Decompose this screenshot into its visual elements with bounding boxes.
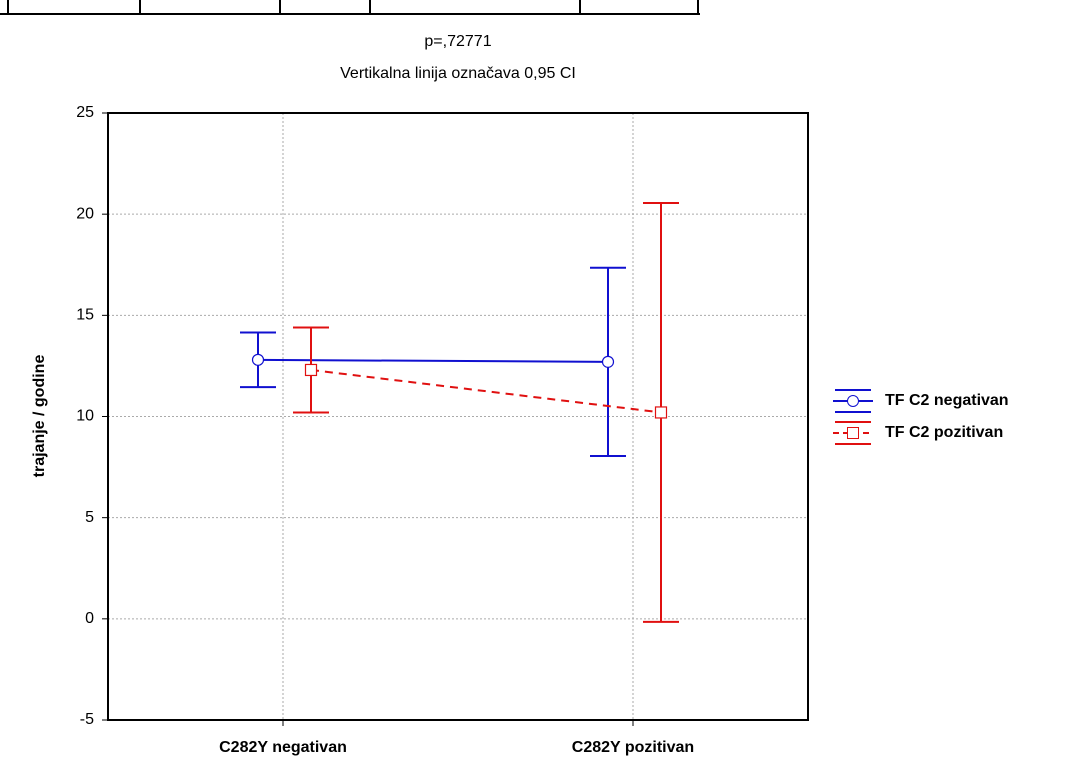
y-tick-label: 10 bbox=[76, 408, 94, 425]
x-tick-label: C282Y negativan bbox=[219, 739, 347, 756]
marker bbox=[304, 363, 318, 377]
y-tick-label: 5 bbox=[85, 509, 94, 526]
x-tick-label: C282Y pozitivan bbox=[572, 739, 694, 756]
legend-label: TF C2 pozitivan bbox=[885, 424, 1003, 441]
marker bbox=[654, 406, 668, 419]
y-tick-label: 15 bbox=[76, 307, 94, 324]
chart-subtitle: Vertikalna linija označava 0,95 CI bbox=[340, 65, 576, 82]
series-line bbox=[310, 368, 662, 414]
legend-marker bbox=[847, 395, 859, 407]
y-tick-label: 0 bbox=[85, 610, 94, 627]
legend-marker bbox=[847, 427, 859, 439]
plot-frame bbox=[107, 112, 809, 721]
marker bbox=[251, 353, 265, 366]
y-tick-label: 25 bbox=[76, 104, 94, 121]
series-line bbox=[257, 358, 609, 363]
chart-title: p=,72771 bbox=[424, 33, 491, 50]
y-tick-label: 20 bbox=[76, 205, 94, 222]
y-tick-label: -5 bbox=[80, 711, 94, 728]
table-fragment bbox=[0, 0, 700, 15]
marker bbox=[601, 355, 615, 368]
legend-label: TF C2 negativan bbox=[885, 392, 1009, 409]
y-axis-label: trajanje / godine bbox=[31, 355, 48, 478]
